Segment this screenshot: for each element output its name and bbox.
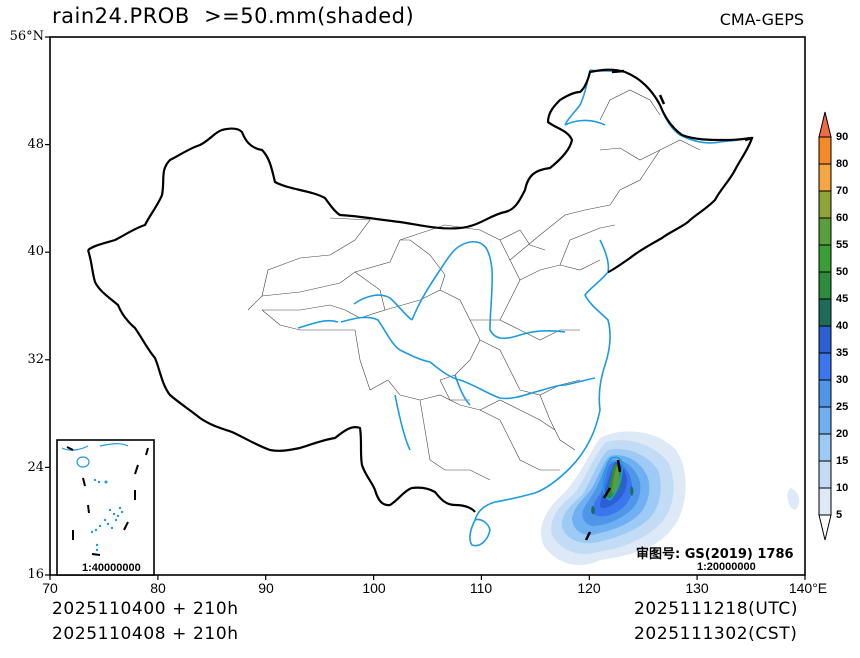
colorbar-label-35: 35 <box>836 347 849 359</box>
axis-ticks <box>45 36 806 580</box>
colorbar-label-40: 40 <box>836 320 849 332</box>
model-name: CMA-GEPS <box>719 10 804 29</box>
colorbar-label-90: 90 <box>836 131 849 143</box>
x-tick-100: 100 <box>362 580 386 596</box>
x-tick-80: 80 <box>150 580 166 596</box>
x-tick-70: 70 <box>42 580 58 596</box>
province-borders <box>247 89 701 481</box>
colorbar-label-50: 50 <box>836 266 849 278</box>
y-tick-32: 32 <box>27 352 44 367</box>
colorbar-label-80: 80 <box>836 158 849 170</box>
colorbar-label-60: 60 <box>836 212 849 224</box>
y-tick-16: 16 <box>27 567 44 582</box>
x-tick-140: 140°E <box>788 580 828 596</box>
rivers <box>297 69 753 547</box>
colorbar-label-25: 25 <box>836 401 849 413</box>
x-tick-110: 110 <box>469 580 493 596</box>
south-china-sea-inset <box>56 439 155 576</box>
colorbar-label-30: 30 <box>836 374 849 386</box>
x-tick-90: 90 <box>258 580 274 596</box>
valid-time-cst: 2025111302(CST) <box>634 624 798 644</box>
national-border <box>86 68 754 513</box>
map-frame <box>49 36 806 576</box>
dashed-boundary <box>584 69 753 541</box>
precip-shading <box>541 431 800 566</box>
y-tick-40: 40 <box>27 244 44 259</box>
valid-time-utc: 2025111218(UTC) <box>634 599 799 619</box>
x-tick-130: 130 <box>685 580 709 596</box>
chart-title: rain24.PROB >=50.mm(shaded) <box>52 4 415 28</box>
y-tick-24: 24 <box>27 460 44 475</box>
colorbar-label-55: 55 <box>836 239 849 251</box>
colorbar-label-20: 20 <box>836 428 849 440</box>
init-time-utc: 2025110400 + 210h <box>52 599 239 619</box>
colorbar-label-10: 10 <box>836 482 849 494</box>
init-time-cst: 2025110408 + 210h <box>52 624 239 644</box>
colorbar-label-15: 15 <box>836 455 849 467</box>
y-tick-56: 56°N <box>9 29 44 44</box>
colorbar <box>818 111 832 541</box>
main-scale: 1:20000000 <box>697 561 756 573</box>
colorbar-label-45: 45 <box>836 293 849 305</box>
colorbar-label-5: 5 <box>836 509 843 521</box>
map-review-number: 审图号: GS(2019) 1786 <box>636 547 794 562</box>
inset-scale: 1:40000000 <box>82 562 141 574</box>
colorbar-label-70: 70 <box>836 185 849 197</box>
x-tick-120: 120 <box>577 580 601 596</box>
y-tick-48: 48 <box>27 137 44 152</box>
